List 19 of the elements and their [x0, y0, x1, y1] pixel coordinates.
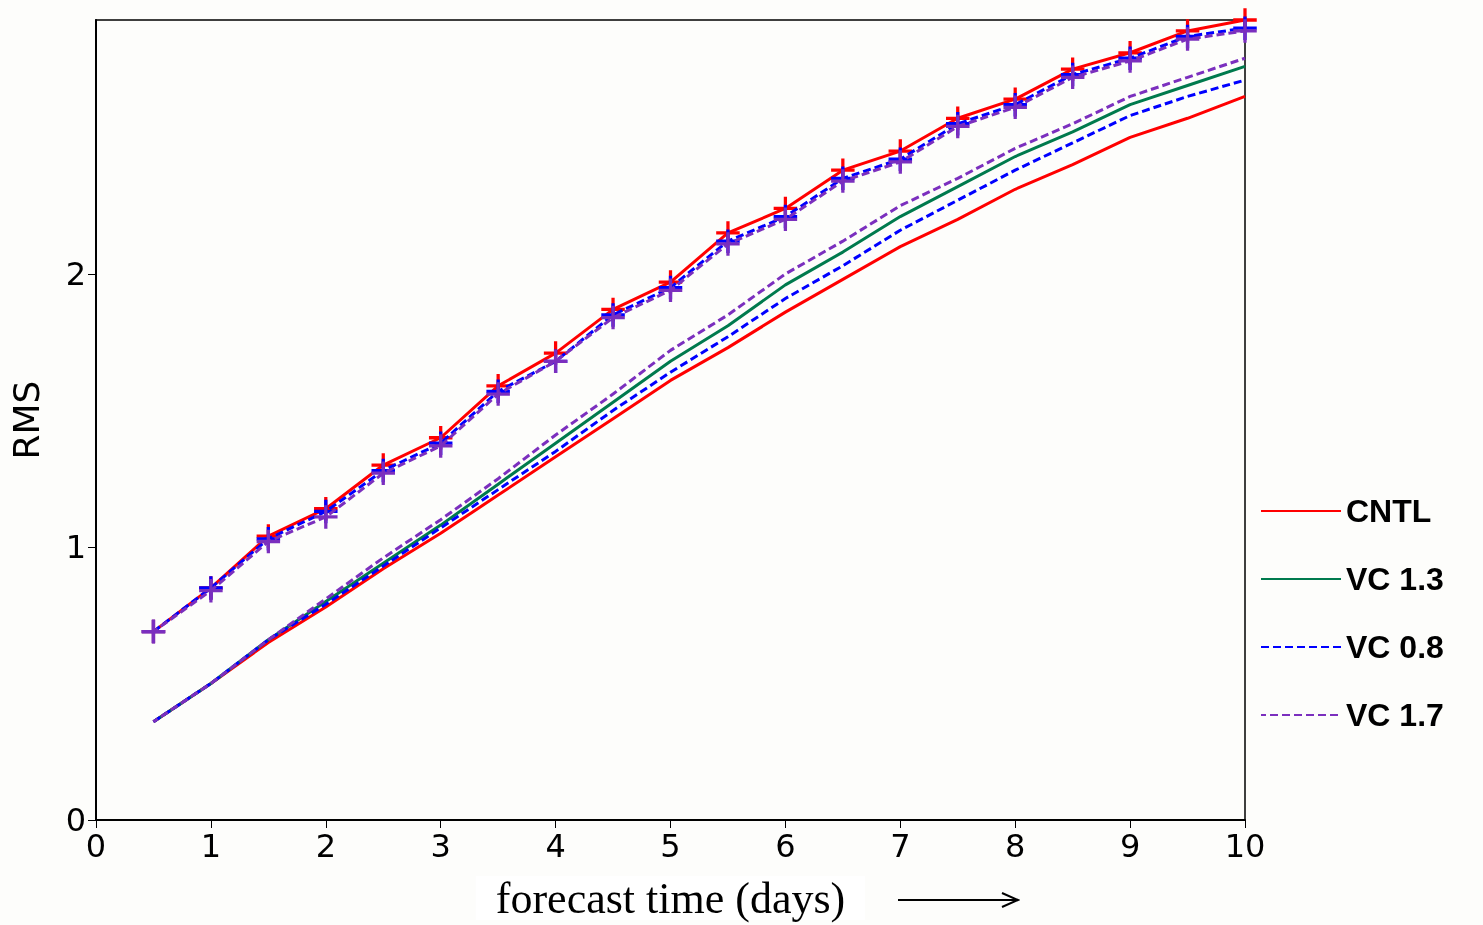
- x-tick-label: 10: [1224, 827, 1266, 865]
- x-tick-label: 5: [660, 827, 681, 865]
- x-axis-title: forecast time (days): [495, 873, 846, 923]
- legend-label: VC 1.3: [1346, 561, 1444, 597]
- x-tick-label: 1: [200, 827, 222, 865]
- y-tick-label: 1: [65, 527, 86, 566]
- x-tick-label: 2: [315, 827, 336, 865]
- legend-label: VC 1.7: [1346, 697, 1444, 733]
- x-tick-label: 7: [890, 827, 911, 865]
- y-axis-title: RMS: [5, 380, 47, 460]
- legend-label: VC 0.8: [1346, 629, 1444, 665]
- y-tick-label: 2: [65, 254, 86, 293]
- x-tick-label: 6: [775, 827, 796, 865]
- legend-label: CNTL: [1346, 493, 1432, 529]
- x-tick-label: 3: [430, 827, 451, 865]
- x-tick-label: 9: [1119, 827, 1141, 865]
- x-tick-label: 8: [1005, 827, 1026, 865]
- x-tick-label: 4: [545, 827, 566, 865]
- y-tick-label: 0: [65, 801, 86, 839]
